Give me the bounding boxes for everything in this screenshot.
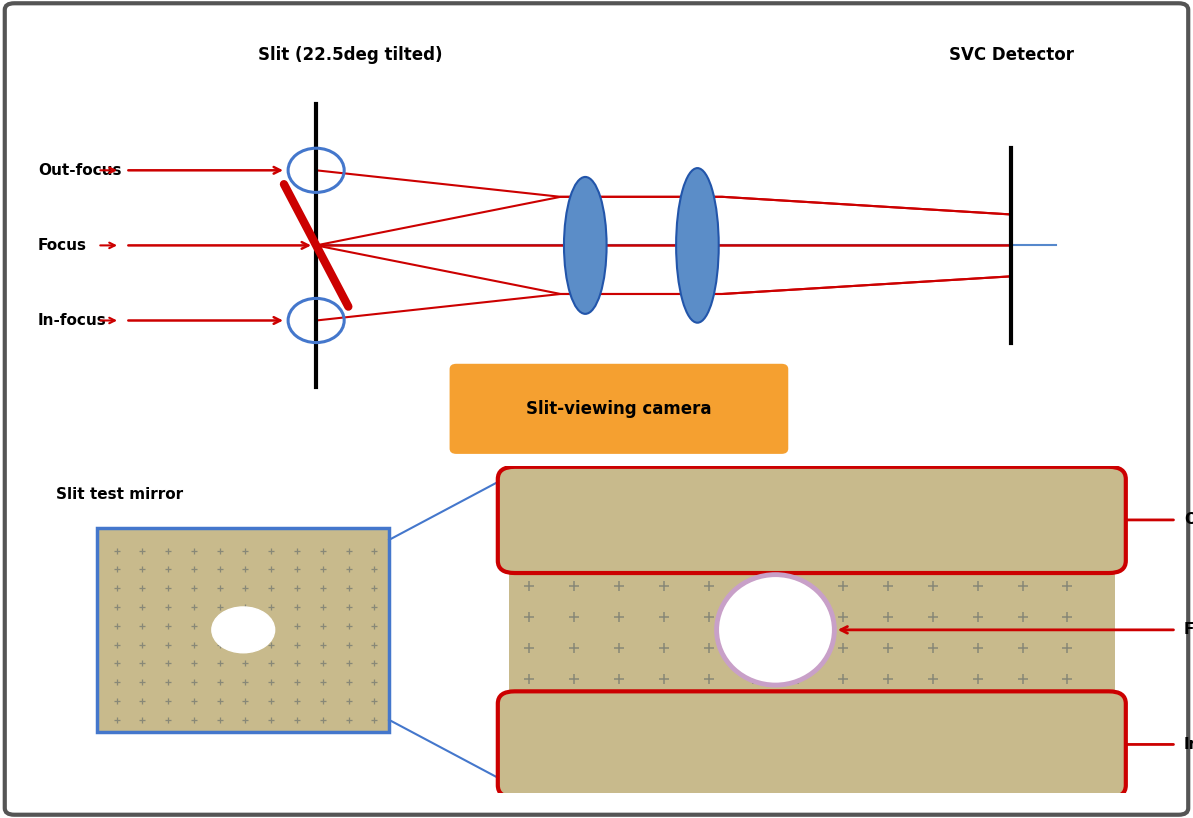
Text: Slit (22.5deg tilted): Slit (22.5deg tilted): [258, 47, 443, 65]
FancyBboxPatch shape: [509, 473, 1114, 787]
Ellipse shape: [564, 177, 606, 314]
Text: Focus: Focus: [1185, 622, 1193, 637]
Text: In-focus: In-focus: [38, 313, 107, 328]
FancyBboxPatch shape: [450, 364, 789, 454]
Text: Slit-viewing camera: Slit-viewing camera: [526, 400, 712, 418]
FancyBboxPatch shape: [98, 528, 389, 732]
Ellipse shape: [717, 574, 834, 685]
Text: Out-focus: Out-focus: [38, 163, 122, 178]
Text: SVC Detector: SVC Detector: [948, 47, 1074, 65]
Circle shape: [212, 607, 274, 653]
Text: Out-focus: Out-focus: [1185, 512, 1193, 528]
FancyBboxPatch shape: [497, 691, 1126, 798]
Text: In-focus: In-focus: [1185, 737, 1193, 752]
Text: Focus: Focus: [38, 238, 87, 253]
Ellipse shape: [676, 168, 718, 322]
Text: Slit test mirror: Slit test mirror: [56, 487, 183, 501]
FancyBboxPatch shape: [5, 3, 1188, 815]
FancyBboxPatch shape: [497, 467, 1126, 573]
